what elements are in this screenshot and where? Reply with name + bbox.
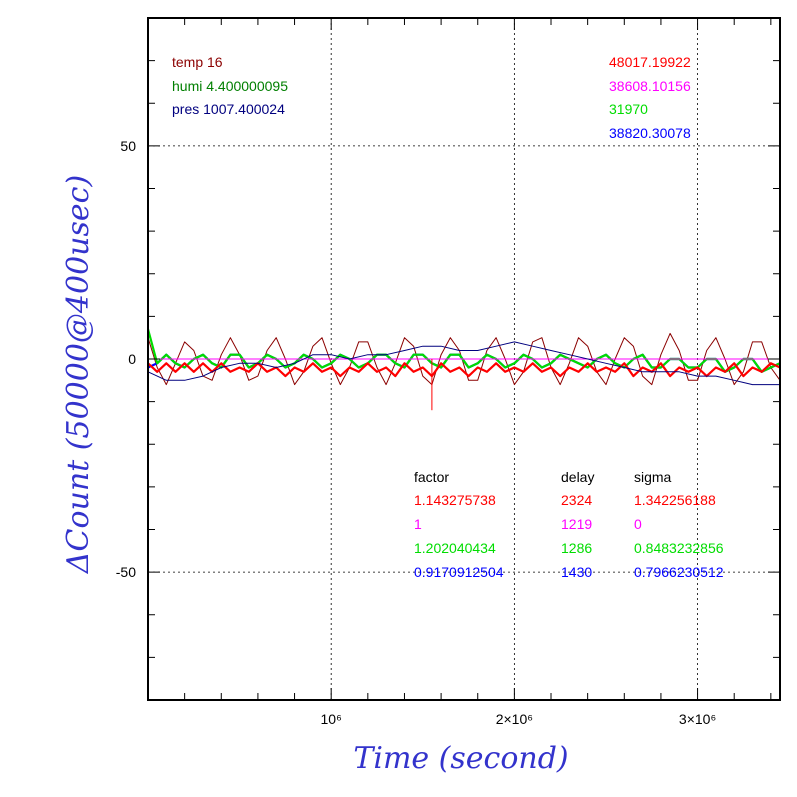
stats-delay-green: 1286 xyxy=(561,540,592,556)
y-tick-label-1: 0 xyxy=(128,351,136,367)
stats-delay-magenta: 1219 xyxy=(561,516,592,532)
y-axis-title: ΔCount (50000@400usec) xyxy=(61,175,96,574)
y-tick-label-0: 50 xyxy=(120,138,136,154)
stats-factor-green: 1.202040434 xyxy=(414,540,496,556)
series-layer xyxy=(146,328,781,411)
stats-header-factor: factor xyxy=(414,469,449,485)
stats-header-sigma: sigma xyxy=(634,469,672,485)
x-tick-label-2: 3×10⁶ xyxy=(679,711,716,727)
x-tick-label-0: 10⁶ xyxy=(321,711,342,727)
stats-sigma-blue: 0.7966230512 xyxy=(634,564,724,580)
value-legend-blue: 38820.30078 xyxy=(609,125,691,141)
env-legend-temp: temp 16 xyxy=(172,54,223,70)
stats-factor-blue: 0.9170912504 xyxy=(414,564,504,580)
env-legend-humi: humi 4.400000095 xyxy=(172,78,288,94)
stats-delay-blue: 1430 xyxy=(561,564,592,580)
tick-label-layer: 50 0 -50 10⁶ 2×10⁶ 3×10⁶ xyxy=(116,138,716,727)
x-axis-title: Time (second) xyxy=(353,741,568,776)
value-legend-green: 31970 xyxy=(609,101,648,117)
value-legend: 48017.19922 38608.10156 31970 38820.3007… xyxy=(609,54,691,141)
stats-table: factor delay sigma 1.143275738 2324 1.34… xyxy=(414,469,724,580)
stats-header-delay: delay xyxy=(561,469,594,485)
value-legend-magenta: 38608.10156 xyxy=(609,78,691,94)
env-legend-pres: pres 1007.400024 xyxy=(172,101,285,117)
frame-layer xyxy=(147,17,781,701)
value-legend-red: 48017.19922 xyxy=(609,54,691,70)
stats-sigma-green: 0.8483232856 xyxy=(634,540,724,556)
stats-factor-red: 1.143275738 xyxy=(414,492,496,508)
series-line-5 xyxy=(147,341,780,386)
x-tick-label-1: 2×10⁶ xyxy=(496,711,533,727)
stats-factor-magenta: 1 xyxy=(414,516,422,532)
env-legend: temp 16 humi 4.400000095 pres 1007.40002… xyxy=(172,54,288,117)
series-line-0 xyxy=(147,332,781,386)
y-tick-label-2: -50 xyxy=(116,564,136,580)
stats-sigma-red: 1.342256188 xyxy=(634,492,716,508)
stats-sigma-magenta: 0 xyxy=(634,516,642,532)
stats-delay-red: 2324 xyxy=(561,492,592,508)
